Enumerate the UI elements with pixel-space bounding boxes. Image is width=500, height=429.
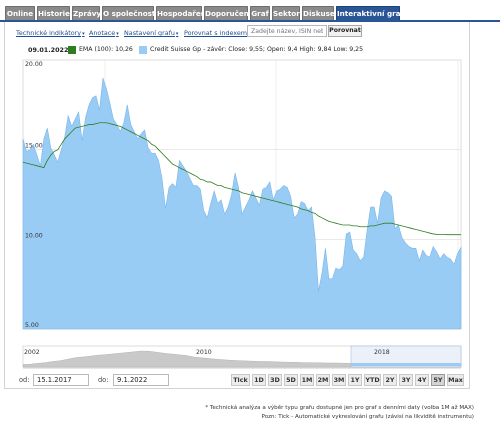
ema-line-series xyxy=(22,122,461,236)
tab-historie[interactable]: Historie xyxy=(37,6,70,20)
chart-settings-link[interactable]: Nastavení grafu▾ xyxy=(124,29,179,37)
zoom-5d-button[interactable]: 5D xyxy=(284,374,298,386)
tab-zpravy[interactable]: Zprávy xyxy=(72,6,101,20)
tab-diskuse[interactable]: Diskuse xyxy=(302,6,335,20)
tab-bar: Online Historie Zprávy O společnosti Hos… xyxy=(0,0,500,22)
ema-legend-label: EMA (100): 10,26 xyxy=(79,46,133,53)
zoom-1m-button[interactable]: 1M xyxy=(300,374,314,386)
y-tick-label: 5.00 xyxy=(25,322,39,329)
zoom-2m-button[interactable]: 2M xyxy=(316,374,330,386)
chart-legend: 09.01.2022 EMA (100): 10,26 Credit Suiss… xyxy=(0,44,500,56)
tab-o-spolecnosti[interactable]: O společnosti xyxy=(102,6,158,20)
y-tick-label: 10.00 xyxy=(25,232,43,239)
footnote-technical: * Technická analýza a výběr typu grafu d… xyxy=(205,405,474,411)
price-area-series xyxy=(22,77,462,330)
zoom-3d-button[interactable]: 3D xyxy=(268,374,282,386)
legend-date: 09.01.2022 xyxy=(28,46,69,54)
zoom-3y-button[interactable]: 3Y xyxy=(399,374,413,386)
ema-swatch xyxy=(68,46,76,54)
to-date-input[interactable] xyxy=(113,374,169,386)
technical-indicators-link[interactable]: Technické indikátory▾ xyxy=(16,29,85,37)
zoom-3m-button[interactable]: 3M xyxy=(332,374,346,386)
tab-hospodareni[interactable]: Hospodaření xyxy=(156,6,208,20)
y-tick-label: 15.00 xyxy=(25,143,43,150)
y-axis-labels: 20.00 15.00 10.00 5.00 xyxy=(25,61,43,329)
zoom-ytd-button[interactable]: YTD xyxy=(364,374,381,386)
tab-doporuceni[interactable]: Doporučení xyxy=(204,6,251,20)
to-label: do: xyxy=(98,376,109,384)
compare-button[interactable]: Porovnat xyxy=(328,25,362,37)
zoom-1y-button[interactable]: 1Y xyxy=(348,374,362,386)
ema-line xyxy=(22,122,461,236)
price-legend-label: Credit Suisse Gp - závěr: Close: 9,55; O… xyxy=(150,46,364,53)
annotations-link[interactable]: Anotace▾ xyxy=(89,29,119,37)
price-swatch xyxy=(139,46,147,54)
zoom-4y-button[interactable]: 4Y xyxy=(415,374,429,386)
from-label: od: xyxy=(19,376,30,384)
chevron-down-icon: ▾ xyxy=(82,31,85,37)
zoom-2y-button[interactable]: 2Y xyxy=(383,374,397,386)
zoom-1d-button[interactable]: 1D xyxy=(252,374,266,386)
tab-online[interactable]: Online xyxy=(5,6,35,20)
tab-graf[interactable]: Graf xyxy=(250,6,270,20)
zoom-tick-button[interactable]: Tick xyxy=(231,374,250,386)
zoom-5y-button[interactable]: 5Y xyxy=(431,374,445,386)
compare-search-input[interactable] xyxy=(247,25,327,37)
footnote-tick: Pozn: Tick - Automatické vykreslování gr… xyxy=(261,414,474,420)
from-date-input[interactable] xyxy=(33,374,89,386)
chevron-down-icon: ▾ xyxy=(116,31,119,37)
price-area xyxy=(22,77,462,330)
chevron-down-icon: ▾ xyxy=(175,31,179,37)
y-tick-label: 20.00 xyxy=(25,61,43,68)
tab-sektor[interactable]: Sektor xyxy=(272,6,300,20)
tab-interaktivni-graf[interactable]: Interaktivní graf xyxy=(336,6,404,20)
zoom-max-button[interactable]: Max xyxy=(447,374,464,386)
tab-underline xyxy=(0,20,500,22)
